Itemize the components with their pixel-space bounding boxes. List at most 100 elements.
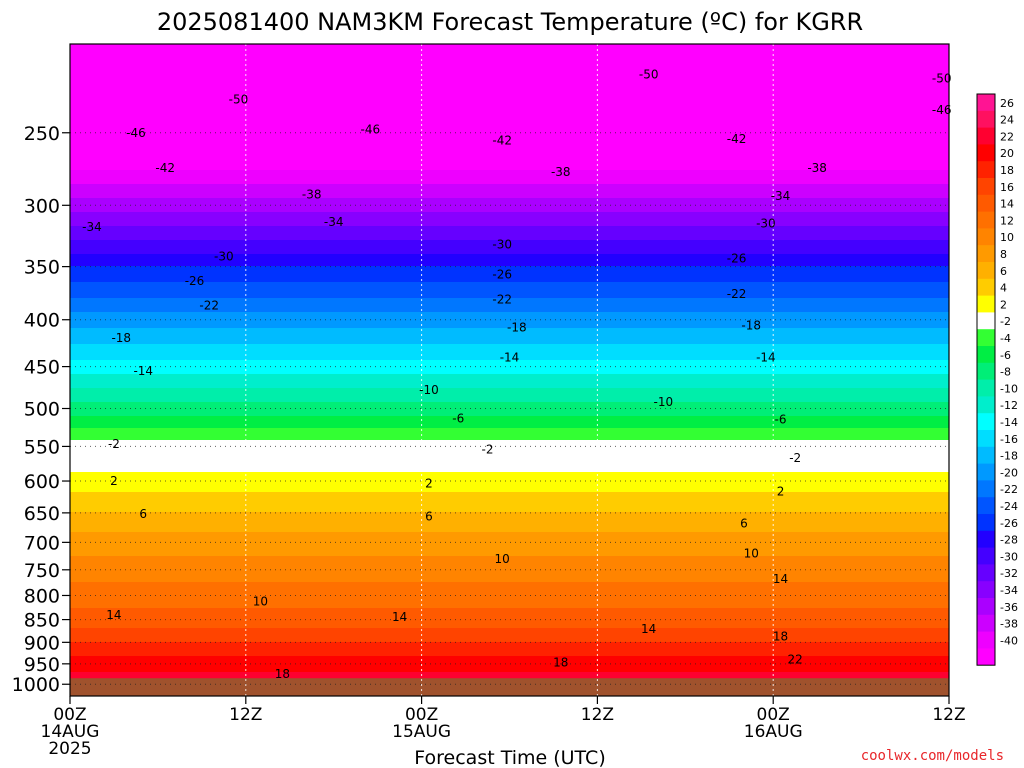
temperature-band (70, 134, 949, 137)
temperature-band (70, 252, 949, 255)
temperature-band (70, 332, 949, 335)
colorbar-frame (976, 93, 996, 666)
colorbar-swatch (977, 245, 995, 263)
temperature-band (70, 524, 949, 527)
temperature-band (70, 472, 949, 475)
temperature-band (70, 336, 949, 339)
temperature-band (70, 198, 949, 201)
temperature-band (70, 460, 949, 463)
x-tick-date: 16AUG (744, 722, 803, 742)
colorbar-swatch (977, 346, 995, 364)
y-tick-label: 300 (24, 195, 60, 217)
temperature-band (70, 582, 949, 585)
temperature-band (70, 410, 949, 413)
contour-label: -18 (507, 321, 527, 335)
colorbar-swatch (977, 413, 995, 431)
temperature-band (70, 108, 949, 111)
colorbar-swatch (977, 463, 995, 481)
temperature-band (70, 44, 949, 47)
contour-label: 2 (110, 474, 118, 488)
temperature-band (70, 334, 949, 337)
y-tick-label: 250 (24, 123, 60, 145)
temperature-band (70, 78, 949, 81)
colorbar-label: -30 (1000, 550, 1018, 563)
temperature-band (70, 194, 949, 197)
temperature-band (70, 372, 949, 375)
temperature-band (70, 558, 949, 561)
temperature-band (70, 314, 949, 317)
temperature-band (70, 596, 949, 599)
temperature-band (70, 648, 949, 651)
temperature-band (70, 266, 949, 269)
temperature-band (70, 188, 949, 191)
temperature-band (70, 74, 949, 77)
temperature-band (70, 382, 949, 385)
temperature-band (70, 212, 949, 215)
temperature-band (70, 146, 949, 149)
temperature-band (70, 446, 949, 449)
temperature-band (70, 92, 949, 95)
temperature-band (70, 426, 949, 429)
temperature-band (70, 132, 949, 135)
temperature-band (70, 434, 949, 437)
temperature-band (70, 260, 949, 263)
temperature-band (70, 492, 949, 495)
contour-label: -38 (302, 188, 322, 202)
x-axis-label: Forecast Time (UTC) (414, 747, 605, 768)
temperature-band (70, 72, 949, 75)
temperature-band (70, 452, 949, 455)
temperature-band (70, 386, 949, 389)
temperature-band (70, 324, 949, 327)
temperature-band (70, 200, 949, 203)
contour-label: -18 (741, 319, 761, 333)
temperature-band (70, 184, 949, 187)
temperature-band (70, 506, 949, 509)
temperature-band (70, 142, 949, 145)
temperature-band (70, 278, 949, 281)
x-tick-year: 2025 (48, 739, 91, 759)
contour-label: -14 (133, 364, 153, 378)
contour-label: -50 (639, 68, 659, 82)
temperature-band (70, 420, 949, 423)
temperature-band (70, 370, 949, 373)
temperature-band (70, 208, 949, 211)
temperature-band (70, 222, 949, 225)
temperature-band (70, 402, 949, 405)
temperature-band (70, 422, 949, 425)
temperature-band (70, 240, 949, 243)
contour-label: 18 (275, 667, 290, 681)
temperature-band (70, 634, 949, 637)
temperature-band (70, 404, 949, 407)
temperature-band (70, 282, 949, 285)
temperature-band (70, 470, 949, 473)
temperature-band (70, 54, 949, 57)
temperature-band (70, 190, 949, 193)
colorbar-swatch (977, 530, 995, 548)
temperature-band (70, 264, 949, 267)
temperature-band (70, 172, 949, 175)
temperature-band (70, 486, 949, 489)
temperature-band (70, 112, 949, 115)
temperature-band (70, 130, 949, 133)
contour-label: 14 (641, 622, 656, 636)
colorbar-label: 24 (1000, 114, 1014, 127)
temperature-band (70, 84, 949, 87)
temperature-band (70, 234, 949, 237)
temperature-band (70, 544, 949, 547)
colorbar-swatch (977, 312, 995, 330)
temperature-band (70, 504, 949, 507)
temperature-band (70, 326, 949, 329)
temperature-band (70, 82, 949, 85)
colorbar-swatch (977, 94, 995, 112)
temperature-band (70, 116, 949, 119)
temperature-band (70, 140, 949, 143)
temperature-band (70, 226, 949, 229)
temperature-band (70, 230, 949, 233)
contour-label: 6 (139, 507, 147, 521)
temperature-band (70, 272, 949, 275)
contour-label: -46 (932, 103, 952, 117)
contour-label: -46 (126, 126, 146, 140)
temperature-band (70, 158, 949, 161)
temperature-band (70, 430, 949, 433)
temperature-band (70, 610, 949, 613)
